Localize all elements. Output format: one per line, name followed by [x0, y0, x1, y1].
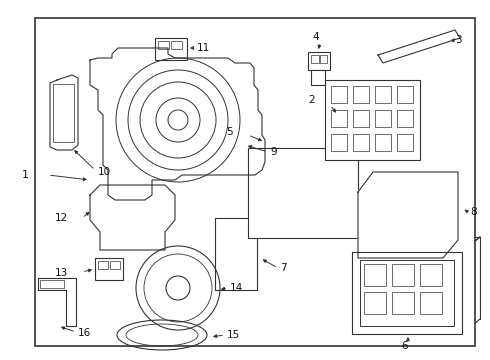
- Bar: [311, 70, 325, 85]
- Polygon shape: [90, 48, 265, 200]
- Text: 3: 3: [455, 35, 462, 45]
- Bar: [215, 218, 257, 290]
- Polygon shape: [50, 75, 78, 150]
- Text: 11: 11: [197, 43, 210, 53]
- Bar: [40, 280, 64, 288]
- Bar: [375, 86, 391, 103]
- Text: 5: 5: [226, 127, 233, 137]
- Text: 7: 7: [280, 263, 287, 273]
- Bar: [420, 264, 442, 286]
- Bar: [397, 86, 413, 103]
- Bar: [155, 38, 187, 60]
- Bar: [331, 134, 347, 151]
- Bar: [311, 55, 319, 63]
- Bar: [353, 134, 369, 151]
- Polygon shape: [38, 278, 76, 326]
- Bar: [171, 41, 182, 49]
- Text: 9: 9: [270, 147, 277, 157]
- Text: 4: 4: [313, 32, 319, 42]
- Bar: [364, 264, 386, 286]
- Polygon shape: [378, 30, 460, 63]
- Bar: [320, 55, 327, 63]
- Bar: [353, 110, 369, 127]
- Bar: [248, 148, 358, 238]
- Bar: [331, 110, 347, 127]
- Bar: [158, 41, 169, 49]
- Text: 10: 10: [98, 167, 111, 177]
- Bar: [397, 110, 413, 127]
- Bar: [110, 261, 120, 269]
- Text: 13: 13: [55, 268, 68, 278]
- Bar: [360, 260, 454, 326]
- Bar: [375, 134, 391, 151]
- Text: 2: 2: [308, 95, 315, 105]
- Text: 1: 1: [22, 170, 28, 180]
- Bar: [325, 80, 420, 160]
- Text: 16: 16: [78, 328, 91, 338]
- Bar: [352, 252, 462, 334]
- Text: 8: 8: [470, 207, 477, 217]
- Bar: [353, 86, 369, 103]
- Text: 6: 6: [402, 341, 408, 351]
- Bar: [53, 84, 74, 142]
- Bar: [35, 18, 475, 346]
- Bar: [397, 134, 413, 151]
- Bar: [375, 110, 391, 127]
- Bar: [98, 261, 108, 269]
- Bar: [420, 292, 442, 314]
- Polygon shape: [358, 172, 458, 258]
- Bar: [308, 52, 330, 70]
- Text: 15: 15: [227, 330, 240, 340]
- Bar: [331, 86, 347, 103]
- Polygon shape: [90, 185, 175, 250]
- Text: 14: 14: [230, 283, 243, 293]
- Bar: [392, 292, 414, 314]
- Bar: [392, 264, 414, 286]
- Bar: [364, 292, 386, 314]
- Bar: [95, 258, 123, 280]
- Text: 12: 12: [55, 213, 68, 223]
